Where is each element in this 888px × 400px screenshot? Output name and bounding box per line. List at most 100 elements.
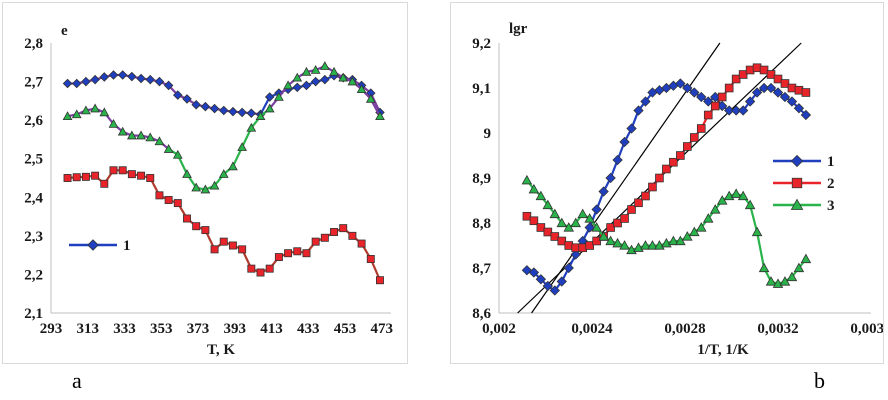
data-point xyxy=(655,173,664,183)
data-point xyxy=(703,110,713,120)
chart-b-plot: 8,6 8,7 8,8 8,9 9 9,1 9,2 0,002 0,0024 0,0028 0,00… xyxy=(472,21,883,358)
legend: 1 2 3 xyxy=(773,154,835,214)
data-point xyxy=(570,217,582,228)
data-point xyxy=(549,208,561,219)
data-point xyxy=(319,61,330,70)
data-point xyxy=(717,92,727,102)
data-point xyxy=(626,123,637,134)
data-point xyxy=(145,132,156,142)
data-point xyxy=(696,124,706,133)
data-point xyxy=(613,218,622,228)
data-point xyxy=(191,99,201,110)
y-tick-label: 2,7 xyxy=(24,75,43,91)
data-point xyxy=(356,84,367,94)
data-point xyxy=(786,271,798,282)
legend-label: 3 xyxy=(827,198,835,214)
data-point xyxy=(786,96,798,107)
data-point xyxy=(584,222,595,233)
data-point xyxy=(366,255,375,263)
data-point xyxy=(99,107,110,117)
data-point xyxy=(100,179,109,188)
y-tick-label: 2,6 xyxy=(24,113,43,129)
data-point xyxy=(182,169,192,178)
x-axis-title: 1/T, 1/K xyxy=(697,342,749,358)
data-point xyxy=(619,136,630,148)
data-point xyxy=(662,164,671,174)
data-point xyxy=(347,76,358,86)
data-point xyxy=(172,149,183,159)
data-point xyxy=(758,262,770,273)
data-point xyxy=(710,101,720,111)
data-point xyxy=(136,73,146,84)
data-point xyxy=(183,214,191,223)
data-point xyxy=(81,105,91,115)
data-point xyxy=(612,237,623,248)
data-point xyxy=(766,70,776,79)
data-point xyxy=(737,190,749,201)
data-point xyxy=(641,191,650,201)
data-point xyxy=(182,94,192,104)
data-point xyxy=(320,233,329,242)
data-point xyxy=(145,74,156,85)
data-point xyxy=(81,76,91,87)
data-point xyxy=(108,118,119,128)
data-point xyxy=(127,170,136,179)
data-point xyxy=(563,262,574,274)
data-point xyxy=(163,80,174,91)
data-point xyxy=(201,226,210,235)
data-point xyxy=(528,183,540,194)
legend-marker xyxy=(791,177,803,189)
data-point xyxy=(605,235,616,246)
data-point xyxy=(173,90,183,100)
chart-b-frame: 8,6 8,7 8,8 8,9 9 9,1 9,2 0,002 0,0024 0,0028 0,00… xyxy=(450,2,884,364)
data-point xyxy=(584,213,595,223)
data-point xyxy=(310,76,321,87)
data-point xyxy=(737,105,749,116)
data-point xyxy=(724,83,734,93)
data-point xyxy=(62,78,73,89)
data-point xyxy=(779,91,791,103)
y-tick-label: 8,9 xyxy=(472,171,491,187)
y-tick-label: 2,2 xyxy=(24,267,43,283)
data-point xyxy=(696,91,707,103)
y-tick-label: 8,8 xyxy=(472,216,491,232)
data-point xyxy=(522,211,532,221)
legend-label: 1 xyxy=(123,238,131,254)
data-point xyxy=(542,280,553,292)
data-point xyxy=(218,169,229,178)
y-tick-label: 9,1 xyxy=(472,81,491,97)
data-point xyxy=(99,72,110,82)
data-point xyxy=(329,66,339,76)
data-point xyxy=(71,109,82,119)
series-2 xyxy=(522,63,811,253)
data-point xyxy=(292,72,303,82)
data-point xyxy=(117,126,128,136)
data-point xyxy=(256,268,265,277)
data-point xyxy=(529,216,539,226)
data-point xyxy=(605,172,616,184)
data-point xyxy=(612,154,623,166)
data-point xyxy=(633,105,644,116)
panel-label-a: a xyxy=(72,368,82,393)
x-tick-label: 453 xyxy=(334,321,357,337)
data-point xyxy=(744,199,756,210)
data-point xyxy=(136,130,146,140)
x-tick-label: 413 xyxy=(260,321,283,337)
data-point xyxy=(330,228,338,236)
x-axis-title: T, K xyxy=(207,342,235,358)
data-point xyxy=(210,245,219,254)
data-point xyxy=(72,173,81,182)
data-point xyxy=(535,190,547,201)
data-point xyxy=(542,199,554,210)
data-point xyxy=(228,241,237,250)
data-point xyxy=(228,161,238,171)
data-point xyxy=(90,103,100,113)
data-point xyxy=(109,166,118,175)
y-tick-label: 2,3 xyxy=(24,229,43,245)
data-point xyxy=(274,91,284,101)
data-point xyxy=(550,232,560,241)
series-segment xyxy=(749,204,759,233)
data-point xyxy=(274,253,283,262)
data-point xyxy=(376,276,384,285)
legend-marker xyxy=(790,154,804,168)
